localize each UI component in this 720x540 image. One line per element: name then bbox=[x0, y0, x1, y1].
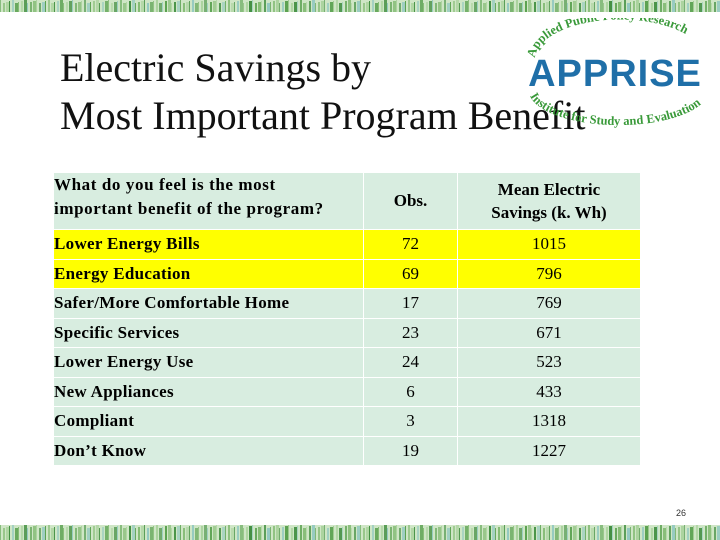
logo-main-text: APPRISE bbox=[528, 53, 702, 95]
obs-cell: 23 bbox=[363, 317, 458, 348]
mean-cell: 433 bbox=[457, 376, 641, 407]
benefit-cell: Lower Energy Bills bbox=[53, 229, 364, 260]
mean-cell: 523 bbox=[457, 347, 641, 378]
table-row: Don’t Know 19 1227 bbox=[53, 435, 641, 466]
obs-cell: 19 bbox=[363, 435, 458, 466]
savings-table: What do you feel is the most important b… bbox=[53, 172, 641, 466]
table-row: Lower Energy Use 24 523 bbox=[53, 347, 641, 378]
header-obs: Obs. bbox=[363, 172, 458, 230]
slide-title: Electric Savings by Most Important Progr… bbox=[60, 44, 585, 140]
obs-cell: 17 bbox=[363, 288, 458, 319]
table-row: Energy Education 69 796 bbox=[53, 258, 641, 289]
mean-cell: 769 bbox=[457, 288, 641, 319]
table-row: Lower Energy Bills 72 1015 bbox=[53, 229, 641, 260]
obs-cell: 3 bbox=[363, 406, 458, 437]
obs-cell: 24 bbox=[363, 347, 458, 378]
obs-cell: 72 bbox=[363, 229, 458, 260]
top-decorative-band bbox=[0, 0, 720, 12]
header-mean-line-2: Savings (k. Wh) bbox=[491, 203, 607, 222]
table-row: Specific Services 23 671 bbox=[53, 317, 641, 348]
benefit-cell: Lower Energy Use bbox=[53, 347, 364, 378]
obs-cell: 6 bbox=[363, 376, 458, 407]
benefit-cell: Energy Education bbox=[53, 258, 364, 289]
table-row: Safer/More Comfortable Home 17 769 bbox=[53, 288, 641, 319]
header-mean-line-1: Mean Electric bbox=[497, 180, 601, 199]
mean-cell: 1227 bbox=[457, 435, 641, 466]
mean-cell: 1318 bbox=[457, 406, 641, 437]
page-number: 26 bbox=[676, 508, 687, 518]
apprise-logo: Applied Public Policy Research APPRISE I… bbox=[524, 18, 703, 128]
logo-bottom-arc-text: Institute for Study and Evaluation bbox=[527, 90, 703, 128]
header-question: What do you feel is the most important b… bbox=[53, 172, 364, 230]
mean-cell: 1015 bbox=[457, 229, 641, 260]
benefit-cell: New Appliances bbox=[53, 376, 364, 407]
header-mean-savings: Mean Electric Savings (k. Wh) bbox=[457, 172, 641, 230]
header-question-line-1: What do you feel is the most bbox=[54, 175, 276, 194]
benefit-cell: Safer/More Comfortable Home bbox=[53, 288, 364, 319]
obs-cell: 69 bbox=[363, 258, 458, 289]
bottom-decorative-band bbox=[0, 525, 720, 540]
table-header-row: What do you feel is the most important b… bbox=[53, 172, 641, 230]
slide-title-line-1: Electric Savings by bbox=[60, 45, 372, 90]
slide-title-line-2: Most Important Program Benefit bbox=[60, 93, 586, 138]
table-row: New Appliances 6 433 bbox=[53, 376, 641, 407]
header-question-line-2: important benefit of the program? bbox=[54, 199, 324, 218]
benefit-cell: Specific Services bbox=[53, 317, 364, 348]
benefit-cell: Don’t Know bbox=[53, 435, 364, 466]
mean-cell: 671 bbox=[457, 317, 641, 348]
benefit-cell: Compliant bbox=[53, 406, 364, 437]
mean-cell: 796 bbox=[457, 258, 641, 289]
table-row: Compliant 3 1318 bbox=[53, 406, 641, 437]
